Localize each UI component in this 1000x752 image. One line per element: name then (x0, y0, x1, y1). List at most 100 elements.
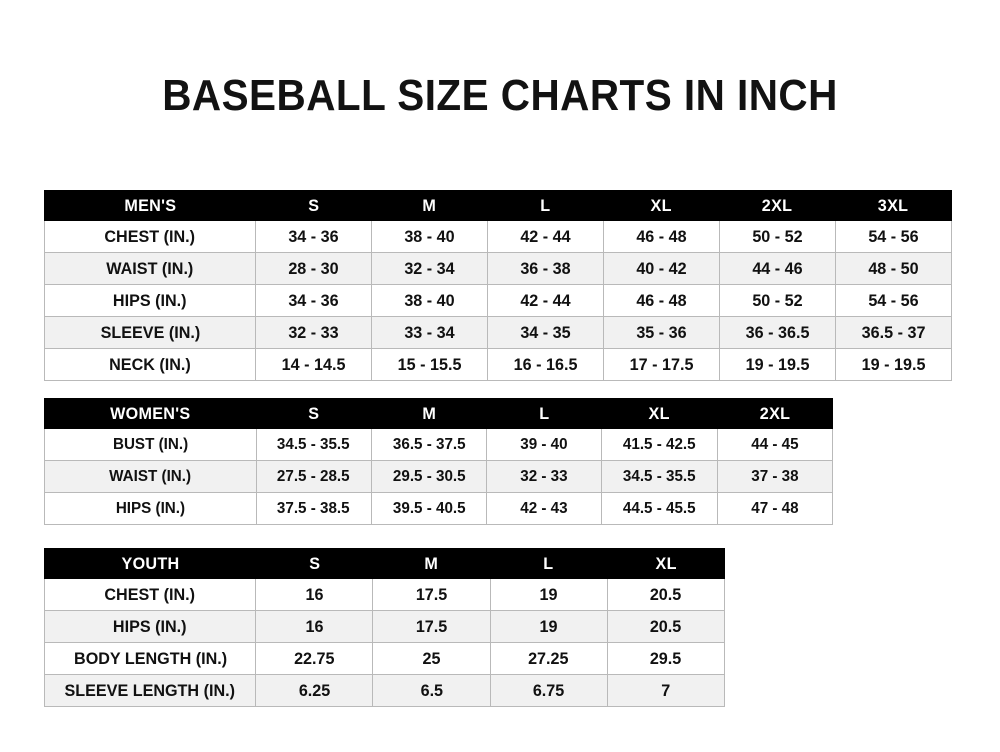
womens-header-size-xl: XL (601, 398, 718, 429)
table-row: BODY LENGTH (IN.) 22.75 25 27.25 29.5 (43, 642, 726, 675)
mens-row-label: HIPS (IN.) (44, 284, 256, 317)
youth-header-size-l: L (489, 548, 608, 579)
table-row: SLEEVE (IN.) 32 - 33 33 - 34 34 - 35 35 - 36… (44, 316, 952, 349)
womens-header-category: WOMEN'S (44, 398, 257, 429)
womens-size-table: WOMEN'S S M L XL 2XL BUST (IN.) 34.5 - 35.5 36.… (44, 398, 834, 525)
youth-table-head: YOUTH S M L XL (43, 548, 726, 579)
mens-cell-value: 16 - 16.5 (487, 348, 604, 381)
page-title: BASEBALL SIZE CHARTS IN INCH (162, 71, 838, 120)
mens-header-size-m: M (371, 190, 488, 221)
womens-cell-value: 37.5 - 38.5 (255, 492, 372, 525)
mens-row-label: SLEEVE (IN.) (44, 316, 256, 349)
mens-cell-value: 32 - 33 (255, 316, 372, 349)
mens-cell-value: 48 - 50 (835, 252, 952, 285)
womens-table-head: WOMEN'S S M L XL 2XL (44, 398, 834, 429)
mens-cell-value: 28 - 30 (255, 252, 372, 285)
womens-cell-value: 41.5 - 42.5 (601, 428, 718, 461)
mens-size-table: MEN'S S M L XL 2XL 3XL CHEST (IN.) 34 - 36 38 - … (44, 190, 952, 381)
womens-header-size-l: L (486, 398, 603, 429)
womens-cell-value: 44.5 - 45.5 (601, 492, 718, 525)
womens-cell-value: 34.5 - 35.5 (601, 460, 718, 493)
mens-cell-value: 15 - 15.5 (371, 348, 488, 381)
table-row: HIPS (IN.) 16 17.5 19 20.5 (43, 610, 726, 643)
mens-header-size-xl: XL (603, 190, 720, 221)
youth-row-label: CHEST (IN.) (43, 578, 257, 611)
womens-cell-value: 29.5 - 30.5 (370, 460, 488, 493)
mens-table-head: MEN'S S M L XL 2XL 3XL (44, 190, 952, 221)
youth-cell-value: 22.75 (255, 642, 374, 675)
womens-cell-value: 37 - 38 (716, 460, 834, 493)
mens-cell-value: 36 - 38 (487, 252, 604, 285)
mens-cell-value: 34 - 35 (487, 316, 604, 349)
youth-header-size-s: S (255, 548, 374, 579)
youth-row-label: BODY LENGTH (IN.) (43, 642, 257, 675)
mens-cell-value: 54 - 56 (835, 284, 952, 317)
mens-cell-value: 38 - 40 (371, 284, 488, 317)
womens-header-row: WOMEN'S S M L XL 2XL (44, 398, 834, 429)
mens-cell-value: 17 - 17.5 (603, 348, 720, 381)
youth-cell-value: 17.5 (372, 610, 491, 643)
mens-header-size-s: S (255, 190, 372, 221)
mens-header-size-2xl: 2XL (719, 190, 836, 221)
mens-cell-value: 19 - 19.5 (835, 348, 952, 381)
mens-cell-value: 32 - 34 (371, 252, 488, 285)
mens-table-body: CHEST (IN.) 34 - 36 38 - 40 42 - 44 46 - 48 5… (44, 220, 952, 381)
mens-header-size-3xl: 3XL (835, 190, 952, 221)
mens-row-label: CHEST (IN.) (44, 220, 256, 253)
youth-cell-value: 16 (255, 578, 374, 611)
youth-cell-value: 27.25 (489, 642, 608, 675)
mens-header-category: MEN'S (44, 190, 256, 221)
mens-cell-value: 36 - 36.5 (719, 316, 836, 349)
youth-header-size-xl: XL (606, 548, 726, 579)
womens-cell-value: 36.5 - 37.5 (370, 428, 488, 461)
womens-cell-value: 32 - 33 (486, 460, 603, 493)
youth-cell-value: 20.5 (606, 610, 726, 643)
womens-cell-value: 39.5 - 40.5 (370, 492, 488, 525)
mens-cell-value: 36.5 - 37 (835, 316, 952, 349)
mens-cell-value: 34 - 36 (255, 284, 372, 317)
womens-header-size-m: M (370, 398, 488, 429)
table-row: NECK (IN.) 14 - 14.5 15 - 15.5 16 - 16.5 17 … (44, 348, 952, 381)
womens-table-body: BUST (IN.) 34.5 - 35.5 36.5 - 37.5 39 - 40 4… (44, 428, 834, 525)
table-row: CHEST (IN.) 34 - 36 38 - 40 42 - 44 46 - 48 5… (44, 220, 952, 253)
table-row: WAIST (IN.) 28 - 30 32 - 34 36 - 38 40 - 42 4… (44, 252, 952, 285)
mens-cell-value: 33 - 34 (371, 316, 488, 349)
youth-cell-value: 19 (489, 610, 608, 643)
mens-header-row: MEN'S S M L XL 2XL 3XL (44, 190, 952, 221)
youth-table-body: CHEST (IN.) 16 17.5 19 20.5 HIPS (IN.) 16 17.5 1… (43, 578, 726, 707)
womens-cell-value: 27.5 - 28.5 (255, 460, 372, 493)
youth-cell-value: 16 (255, 610, 374, 643)
youth-cell-value: 6.75 (489, 674, 608, 707)
table-row: HIPS (IN.) 34 - 36 38 - 40 42 - 44 46 - 48 50… (44, 284, 952, 317)
youth-header-row: YOUTH S M L XL (43, 548, 726, 579)
mens-cell-value: 42 - 44 (487, 284, 604, 317)
mens-cell-value: 35 - 36 (603, 316, 720, 349)
table-row: WAIST (IN.) 27.5 - 28.5 29.5 - 30.5 32 - 33… (44, 460, 834, 493)
womens-row-label: WAIST (IN.) (44, 460, 257, 493)
womens-row-label: HIPS (IN.) (44, 492, 257, 525)
youth-size-table: YOUTH S M L XL CHEST (IN.) 16 17.5 19 20.5 HIPS (… (43, 548, 726, 707)
mens-cell-value: 54 - 56 (835, 220, 952, 253)
table-row: SLEEVE LENGTH (IN.) 6.25 6.5 6.75 7 (43, 674, 726, 707)
mens-cell-value: 50 - 52 (719, 284, 836, 317)
youth-cell-value: 20.5 (606, 578, 726, 611)
mens-cell-value: 19 - 19.5 (719, 348, 836, 381)
mens-cell-value: 46 - 48 (603, 284, 720, 317)
womens-cell-value: 44 - 45 (716, 428, 834, 461)
mens-cell-value: 34 - 36 (255, 220, 372, 253)
mens-row-label: WAIST (IN.) (44, 252, 256, 285)
womens-header-size-s: S (255, 398, 372, 429)
youth-cell-value: 19 (489, 578, 608, 611)
table-row: HIPS (IN.) 37.5 - 38.5 39.5 - 40.5 42 - 43 4… (44, 492, 834, 525)
youth-cell-value: 6.5 (372, 674, 491, 707)
mens-cell-value: 44 - 46 (719, 252, 836, 285)
mens-cell-value: 40 - 42 (603, 252, 720, 285)
mens-cell-value: 46 - 48 (603, 220, 720, 253)
womens-cell-value: 42 - 43 (486, 492, 603, 525)
table-row: CHEST (IN.) 16 17.5 19 20.5 (43, 578, 726, 611)
mens-cell-value: 50 - 52 (719, 220, 836, 253)
youth-row-label: HIPS (IN.) (43, 610, 257, 643)
mens-cell-value: 14 - 14.5 (255, 348, 372, 381)
mens-cell-value: 42 - 44 (487, 220, 604, 253)
